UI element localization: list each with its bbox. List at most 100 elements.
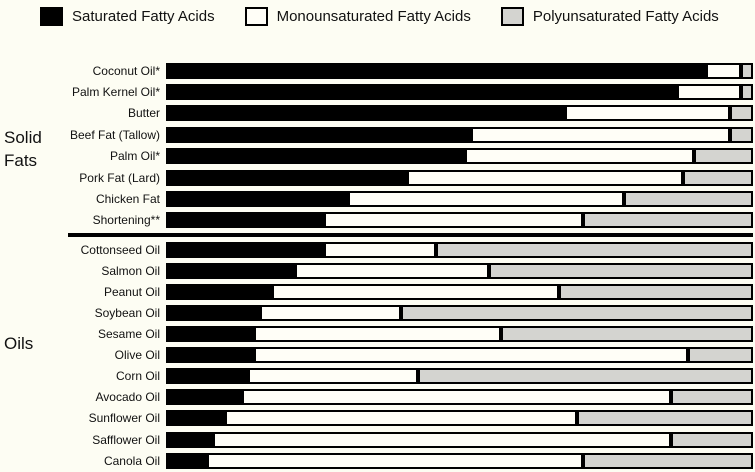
segment-saturated (166, 389, 243, 406)
stacked-bar (166, 62, 753, 79)
stacked-bar (166, 304, 753, 321)
bar-row: Chicken Fat (0, 188, 755, 209)
segment-saturated (166, 347, 255, 364)
bar-label: Butter (127, 106, 160, 121)
segment-polyunsaturated (488, 262, 753, 279)
segment-polyunsaturated (400, 304, 753, 321)
bar-row: Beef Fat (Tallow) (0, 124, 755, 145)
segment-polyunsaturated (729, 126, 753, 143)
segment-monounsaturated (259, 304, 401, 321)
segment-saturated (166, 368, 249, 385)
segment-saturated (166, 283, 272, 300)
stacked-bar (166, 283, 753, 300)
bar-label: Palm Oil* (109, 149, 160, 164)
segment-monounsaturated (254, 347, 689, 364)
bar-label: Avocado Oil (95, 390, 160, 405)
bar-label: Palm Kernel Oil* (71, 85, 160, 100)
segment-saturated (166, 84, 677, 101)
stacked-bar (166, 347, 753, 364)
segment-monounsaturated (565, 105, 730, 122)
bar-row: Coconut Oil* (0, 60, 755, 81)
bar-label: Canola Oil (103, 453, 160, 468)
bar-row: Canola Oil (0, 450, 755, 471)
legend: Saturated Fatty Acids Monounsaturated Fat… (40, 4, 719, 28)
segment-polyunsaturated (694, 148, 753, 165)
bar-label: Cottonseed Oil (80, 242, 160, 257)
bar-label: Shortening** (92, 213, 160, 228)
segment-monounsaturated (406, 169, 683, 186)
polyunsaturated-swatch-icon (500, 6, 524, 26)
segment-saturated (166, 191, 348, 208)
segment-saturated (166, 62, 707, 79)
bar-row: Salmon Oil (0, 260, 755, 281)
segment-saturated (166, 304, 260, 321)
stacked-bar (166, 148, 753, 165)
bar-row: Olive Oil (0, 345, 755, 366)
bar-label: Pork Fat (Lard) (79, 170, 160, 185)
stacked-bar (166, 191, 753, 208)
bar-row: Pork Fat (Lard) (0, 167, 755, 188)
bar-label: Peanut Oil (103, 284, 160, 299)
bar-label: Safflower Oil (92, 432, 160, 447)
legend-item-polyunsaturated: Polyunsaturated Fatty Acids (500, 6, 719, 26)
segment-saturated (166, 169, 407, 186)
segment-monounsaturated (324, 212, 583, 229)
segment-monounsaturated (465, 148, 695, 165)
bar-label: Soybean Oil (94, 305, 160, 320)
bar-row: Peanut Oil (0, 281, 755, 302)
bar-label: Sesame Oil (97, 327, 160, 342)
segment-polyunsaturated (729, 105, 753, 122)
stacked-bar (166, 169, 753, 186)
stacked-bar (166, 326, 753, 343)
segment-saturated (166, 410, 225, 427)
segment-monounsaturated (242, 389, 671, 406)
segment-polyunsaturated (682, 169, 753, 186)
segment-saturated (166, 262, 296, 279)
bar-label: Beef Fat (Tallow) (69, 127, 160, 142)
stacked-bar (166, 105, 753, 122)
section-label-solid-fats: Solid Fats (4, 128, 42, 170)
stacked-bar (166, 212, 753, 229)
segment-polyunsaturated (559, 283, 753, 300)
segment-monounsaturated (676, 84, 742, 101)
legend-item-saturated: Saturated Fatty Acids (40, 6, 215, 26)
segment-polyunsaturated (670, 431, 753, 448)
bar-row: Shortening** (0, 210, 755, 231)
saturated-swatch-icon (40, 6, 63, 26)
section-divider (0, 231, 755, 239)
bar-label: Olive Oil (114, 348, 160, 363)
segment-monounsaturated (254, 326, 501, 343)
segment-monounsaturated (347, 191, 624, 208)
segment-monounsaturated (212, 431, 671, 448)
segment-monounsaturated (207, 452, 583, 469)
legend-label: Saturated Fatty Acids (72, 7, 215, 25)
bar-row: Palm Kernel Oil* (0, 81, 755, 102)
bar-row: Sunflower Oil (0, 408, 755, 429)
segment-polyunsaturated (582, 452, 753, 469)
segment-polyunsaturated (418, 368, 753, 385)
stacked-bar (166, 452, 753, 469)
stacked-bar (166, 368, 753, 385)
bar-label: Chicken Fat (95, 192, 160, 207)
segment-monounsaturated (271, 283, 560, 300)
segment-monounsaturated (248, 368, 419, 385)
segment-polyunsaturated (623, 191, 753, 208)
bar-row: Soybean Oil (0, 302, 755, 323)
segment-polyunsaturated (670, 389, 753, 406)
segment-saturated (166, 126, 472, 143)
stacked-bar (166, 241, 753, 258)
bar-row: Avocado Oil (0, 387, 755, 408)
segment-saturated (166, 241, 325, 258)
bar-row: Butter (0, 103, 755, 124)
segment-saturated (166, 431, 213, 448)
stacked-bar (166, 126, 753, 143)
bar-rows: Coconut Oil* Palm Kernel Oil* Butter Beef F… (0, 60, 755, 471)
segment-monounsaturated (471, 126, 730, 143)
bar-label: Salmon Oil (101, 263, 160, 278)
section-label-oils: Oils (4, 334, 34, 353)
bar-row: Sesame Oil (0, 324, 755, 345)
segment-monounsaturated (324, 241, 436, 258)
bar-label: Coconut Oil* (92, 63, 160, 78)
legend-label: Polyunsaturated Fatty Acids (532, 7, 719, 25)
